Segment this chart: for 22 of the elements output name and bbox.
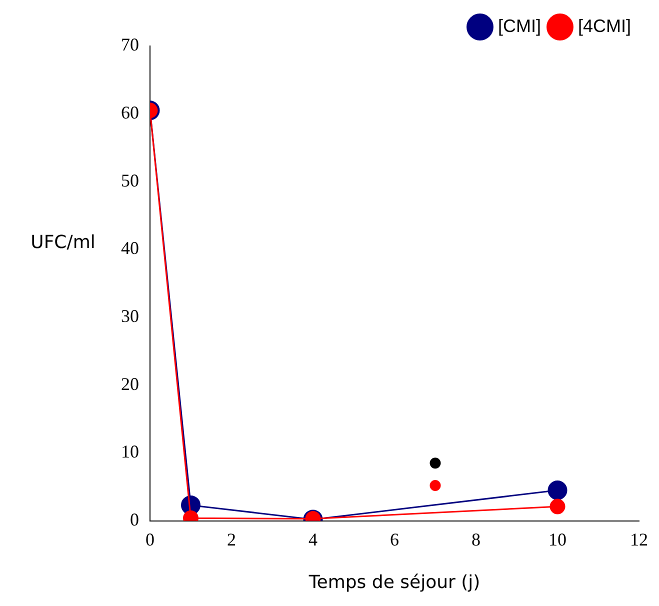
x-tick-label: 2 [227, 529, 236, 550]
y-tick-label: 60 [121, 102, 139, 123]
y-tick-label: 70 [121, 34, 139, 55]
y-tick-label: 0 [130, 510, 139, 530]
y-tick-label: 50 [121, 170, 139, 190]
x-tick-label: 8 [472, 529, 480, 550]
point [430, 480, 441, 492]
x-tick-label: 4 [308, 529, 318, 550]
y-axis-title: UFC/ml [30, 232, 96, 254]
y-tick-label: 20 [121, 374, 139, 394]
x-tick-label: 10 [548, 529, 566, 550]
legend-label: [CMI] [498, 16, 541, 36]
x-tick-label: 12 [630, 529, 648, 550]
x-tick-label: 0 [146, 529, 154, 550]
y-tick-label: 10 [121, 442, 139, 462]
x-axis-title: Temps de séjour (j) [308, 572, 480, 593]
point [430, 458, 441, 469]
x-tick-label: 6 [390, 529, 399, 550]
y-tick-label: 40 [121, 238, 139, 258]
point [548, 480, 568, 500]
legend-label: [4CMI] [578, 16, 632, 36]
y-tick-label: 30 [121, 306, 139, 326]
